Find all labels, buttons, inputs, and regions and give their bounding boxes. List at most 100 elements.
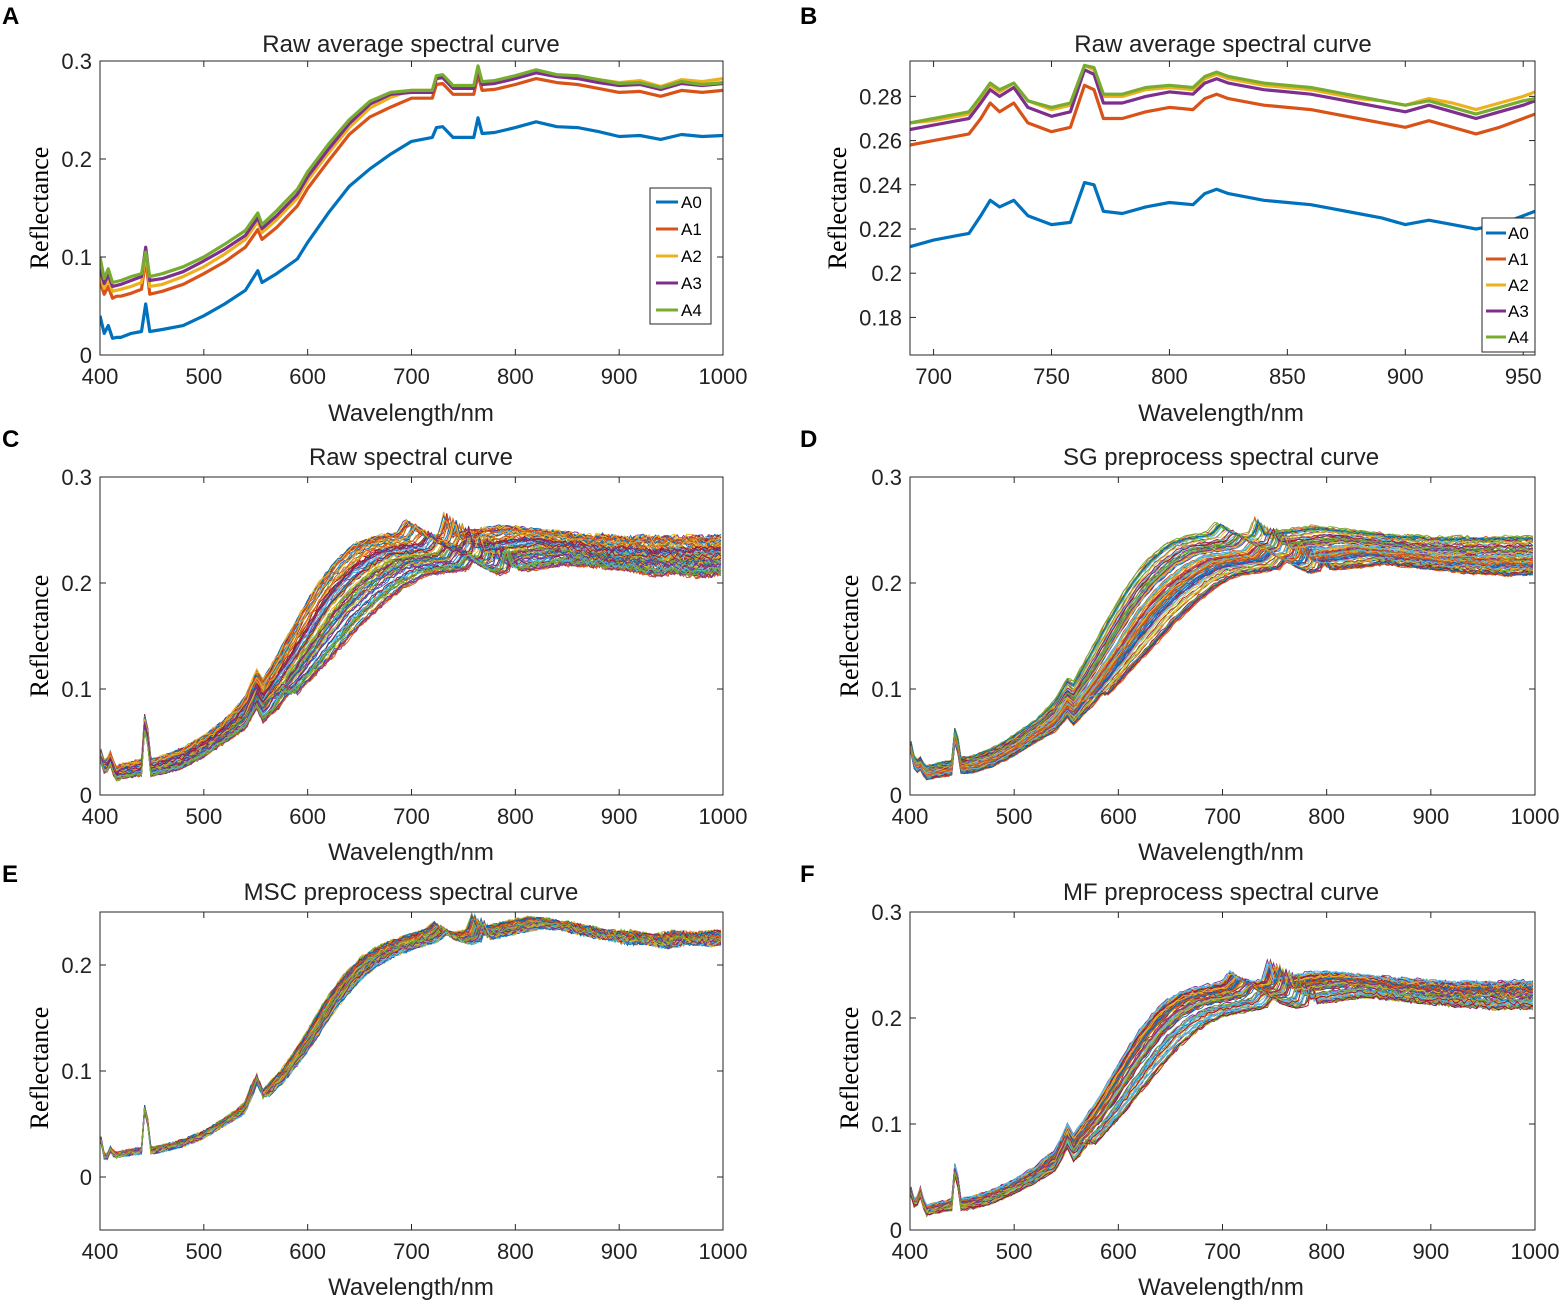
x-tick-label-d: 900 <box>1412 804 1449 829</box>
spectral-curve-c <box>100 530 722 776</box>
x-tick-label-b: 700 <box>915 364 952 389</box>
x-tick-label-c: 900 <box>601 804 638 829</box>
y-tick-label-b: 0.26 <box>859 129 902 154</box>
series-line-b-a3 <box>910 68 1535 132</box>
y-tick-label-a: 0.2 <box>61 147 92 172</box>
xlabel-panel-b: Wavelength/nm <box>1138 400 1304 427</box>
title-panel-f: MF preprocess spectral curve <box>1063 879 1379 906</box>
x-tick-label-a: 1000 <box>699 364 748 389</box>
plot-area-b <box>910 61 1535 355</box>
spectral-curve-d <box>910 527 1533 771</box>
x-tick-label-e: 500 <box>185 1239 222 1264</box>
spectral-curve-d <box>910 533 1533 772</box>
x-tick-label-c: 700 <box>393 804 430 829</box>
ylabel-panel-e: Reflectance <box>25 1007 54 1130</box>
y-tick-label-e: 0.1 <box>61 1059 92 1084</box>
legend-a-label-a0: A0 <box>681 193 702 212</box>
spectral-curve-c <box>100 516 722 768</box>
series-line-b-a0 <box>910 181 1535 249</box>
spectral-curve-f <box>910 981 1534 1215</box>
series-group-f <box>910 958 1534 1218</box>
x-tick-label-e: 400 <box>82 1239 119 1264</box>
title-panel-d: SG preprocess spectral curve <box>1063 444 1379 471</box>
x-tick-label-b: 900 <box>1387 364 1424 389</box>
plot-panel-e: 400 500 600 700 800 900 1000 0 0.1 0.2 <box>61 911 747 1264</box>
spectral-curve-f <box>910 969 1533 1210</box>
spectral-curve-c <box>100 552 722 780</box>
x-tick-label-b: 800 <box>1151 364 1188 389</box>
spectral-curve-d <box>910 551 1534 777</box>
x-tick-label-c: 800 <box>497 804 534 829</box>
x-tick-label-f: 400 <box>892 1239 929 1264</box>
y-tick-label-c: 0 <box>80 783 92 808</box>
spectral-curve-e <box>100 925 722 1160</box>
xlabel-panel-a: Wavelength/nm <box>328 400 494 427</box>
spectral-curve-c <box>100 546 722 777</box>
x-tick-label-e: 800 <box>497 1239 534 1264</box>
spectral-curve-c <box>100 547 722 778</box>
spectral-curve-f <box>910 965 1534 1208</box>
spectral-curve-d <box>910 554 1533 780</box>
plot-panel-a: 400 500 600 700 800 900 1000 0 0.1 0.2 0.3 <box>61 49 747 389</box>
xlabel-panel-d: Wavelength/nm <box>1138 839 1304 866</box>
spectral-curve-c <box>100 527 722 775</box>
spectral-curve-c <box>100 522 722 772</box>
series-group-c <box>100 511 722 782</box>
y-tick-label-e: 0.2 <box>61 953 92 978</box>
plot-area-e <box>100 912 723 1230</box>
x-tick-label-a: 400 <box>82 364 119 389</box>
x-tick-label-f: 1000 <box>1511 1239 1560 1264</box>
x-tick-label-a: 800 <box>497 364 534 389</box>
y-tick-label-d: 0 <box>890 783 902 808</box>
spectral-curve-f <box>910 969 1533 1208</box>
axes-box-b <box>909 60 1536 356</box>
legend-panel-a: A0 A1 A2 A3 A4 <box>649 187 712 325</box>
y-tick-label-b: 0.28 <box>859 84 902 109</box>
spectral-curve-f <box>910 963 1534 1206</box>
x-tick-label-c: 1000 <box>699 804 748 829</box>
spectral-curve-d <box>910 556 1533 780</box>
spectral-curve-d <box>910 545 1533 776</box>
x-tick-label-d: 1000 <box>1511 804 1560 829</box>
series-group-d <box>910 515 1534 781</box>
y-tick-label-c: 0.2 <box>61 571 92 596</box>
y-tick-label-e: 0 <box>80 1165 92 1190</box>
spectral-curve-f <box>910 974 1534 1214</box>
y-tick-label-c: 0.3 <box>61 465 92 490</box>
legend-panel-b: A0 A1 A2 A3 A4 <box>1481 217 1536 353</box>
series-line-b-a4 <box>910 63 1535 125</box>
x-tick-label-f: 700 <box>1204 1239 1241 1264</box>
ylabel-panel-b: Reflectance <box>823 147 852 270</box>
y-tick-label-b: 0.18 <box>859 305 902 330</box>
xlabel-panel-e: Wavelength/nm <box>328 1274 494 1301</box>
y-tick-label-f: 0.1 <box>871 1112 902 1137</box>
x-tick-label-c: 500 <box>185 804 222 829</box>
y-tick-label-b: 0.24 <box>859 173 902 198</box>
spectral-curve-f <box>910 986 1534 1215</box>
ylabel-panel-a: Reflectance <box>25 147 54 270</box>
spectral-curve-c <box>100 530 721 773</box>
legend-b-label-a4: A4 <box>1508 328 1529 347</box>
x-tick-label-a: 900 <box>601 364 638 389</box>
y-tick-label-f: 0 <box>890 1218 902 1243</box>
spectral-curve-d <box>910 539 1533 775</box>
ylabel-panel-f: Reflectance <box>835 1007 864 1130</box>
spectral-curve-c <box>100 542 721 776</box>
spectral-curve-c <box>100 548 721 777</box>
x-tick-label-c: 600 <box>289 804 326 829</box>
legend-b-label-a1: A1 <box>1508 250 1529 269</box>
title-panel-c: Raw spectral curve <box>309 444 513 471</box>
series-line-a-a0 <box>100 116 723 340</box>
legend-b-label-a2: A2 <box>1508 276 1529 295</box>
plot-panel-d: 400 500 600 700 800 900 1000 0 0.1 0.2 0.3 <box>871 465 1559 829</box>
panel-letter-e: E <box>2 861 18 888</box>
x-tick-label-b: 750 <box>1033 364 1070 389</box>
x-tick-label-c: 400 <box>82 804 119 829</box>
y-tick-label-d: 0.3 <box>871 465 902 490</box>
series-line-a-a1 <box>100 73 723 300</box>
y-tick-label-f: 0.3 <box>871 900 902 925</box>
title-panel-b: Raw average spectral curve <box>1074 31 1371 58</box>
panel-letter-d: D <box>800 426 817 453</box>
y-tick-label-d: 0.2 <box>871 571 902 596</box>
